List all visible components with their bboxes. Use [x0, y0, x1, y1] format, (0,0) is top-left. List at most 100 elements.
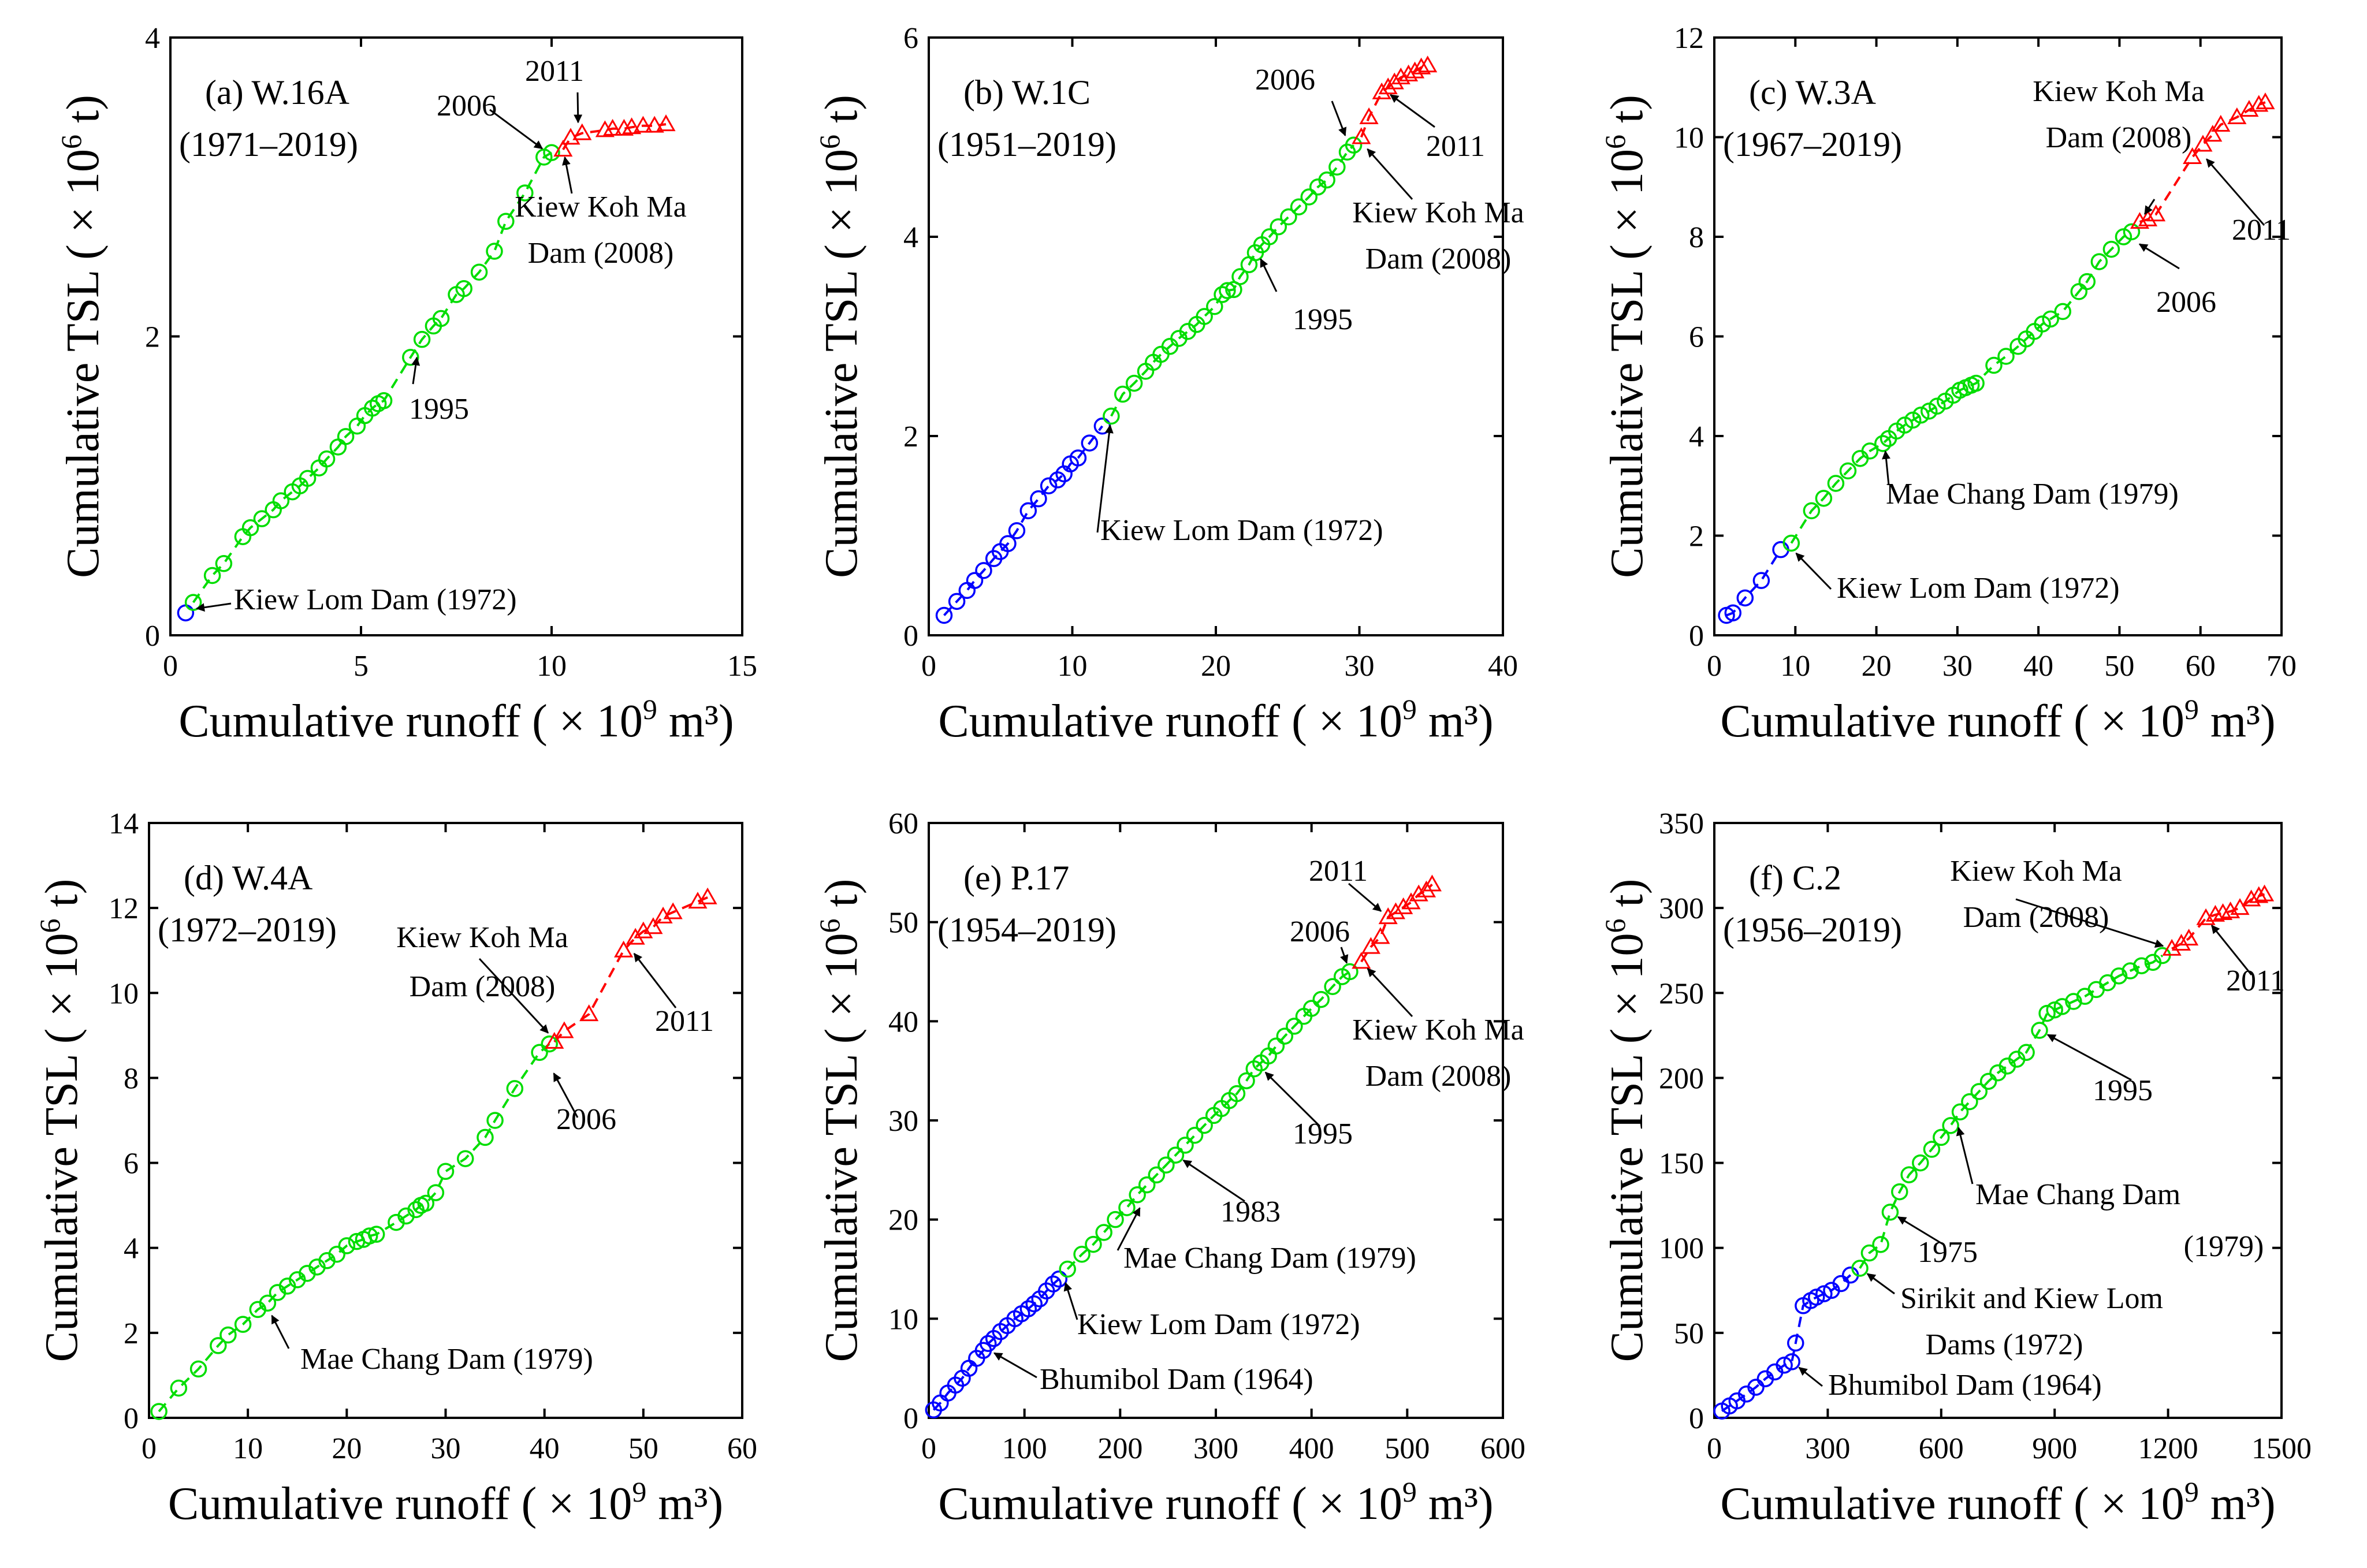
data-point-circle — [456, 1150, 474, 1167]
data-point-circle — [1776, 1357, 1793, 1374]
data-point-triangle — [2171, 933, 2191, 951]
data-point-triangle — [2162, 938, 2182, 956]
x-tick-label: 600 — [1480, 1432, 1525, 1465]
annotation-label: 1995 — [1293, 1118, 1353, 1150]
x-tick-label: 40 — [2023, 650, 2053, 683]
x-tick-label: 70 — [2266, 650, 2297, 683]
y-tick-label: 0 — [1689, 620, 1704, 653]
data-point-triangle — [1391, 67, 1410, 84]
data-point-circle — [1300, 188, 1318, 206]
data-point-circle — [1872, 1236, 1889, 1253]
x-tick-label: 1500 — [2251, 1432, 2312, 1465]
data-point-triangle — [2249, 886, 2269, 903]
annotation-label: Dams (1972) — [1926, 1328, 2083, 1361]
data-point-triangle — [2130, 212, 2150, 229]
data-point-circle — [1044, 1275, 1062, 1293]
x-tick-label: 900 — [2032, 1432, 2077, 1465]
data-point-circle — [1059, 1260, 1076, 1278]
annotation-arrow — [411, 356, 420, 385]
annotation-label: Kiew Lom Dam (1972) — [1837, 572, 2120, 605]
y-tick-label: 8 — [124, 1062, 139, 1095]
data-point-circle — [272, 492, 290, 509]
data-point-circle — [189, 1360, 207, 1378]
data-point-circle — [1069, 449, 1087, 467]
series-trend-line — [1726, 549, 1782, 617]
y-tick-label: 250 — [1659, 977, 1704, 1010]
data-point-circle — [328, 1246, 345, 1263]
panel-subtitle: (1967–2019) — [1723, 125, 1902, 163]
data-point-circle — [375, 392, 393, 409]
annotation-label: 2006 — [2156, 286, 2216, 319]
data-point-circle — [1328, 158, 1346, 176]
data-point-circle — [177, 604, 195, 621]
data-point-circle — [1815, 1285, 1833, 1302]
data-point-circle — [1214, 286, 1231, 303]
annotation-arrow — [1367, 148, 1413, 200]
y-tick-label: 6 — [903, 22, 918, 55]
data-point-circle — [210, 1337, 227, 1354]
data-point-circle — [413, 330, 431, 348]
panel-title: (b) W.1C — [963, 73, 1091, 111]
annotation-label: Sirikit and Kiew Lom — [1900, 1282, 2163, 1315]
data-point-triangle — [1386, 902, 1406, 919]
x-tick-label: 30 — [431, 1432, 461, 1465]
annotation-arrow — [1390, 94, 1435, 128]
data-point-circle — [2046, 1001, 2063, 1019]
data-point-circle — [2122, 962, 2139, 979]
data-point-circle — [1114, 385, 1132, 403]
x-tick-label: 15 — [727, 650, 757, 683]
data-point-circle — [1861, 442, 1879, 460]
x-tick-label: 20 — [332, 1432, 362, 1465]
data-point-circle — [1967, 374, 1985, 392]
panel-title: (d) W.4A — [184, 859, 312, 897]
y-tick-label: 350 — [1659, 807, 1704, 840]
y-tick-label: 2 — [1689, 520, 1704, 553]
data-point-circle — [2090, 253, 2108, 270]
series-trend-line — [1110, 144, 1355, 417]
annotation-arrow — [489, 109, 544, 150]
y-tick-label: 300 — [1659, 892, 1704, 925]
x-tick-label: 0 — [142, 1432, 157, 1465]
annotation-arrow — [271, 1314, 290, 1349]
annotation-arrow — [1260, 258, 1278, 292]
x-tick-label: 0 — [1707, 650, 1722, 683]
data-point-circle — [427, 1184, 445, 1201]
data-point-triangle — [698, 887, 717, 904]
annotation-label: Mae Chang Dam (1979) — [300, 1343, 593, 1376]
data-point-circle — [2038, 1004, 2056, 1022]
data-point-circle — [241, 519, 259, 537]
data-point-circle — [1827, 475, 1845, 492]
y-tick-label: 0 — [124, 1402, 139, 1435]
series-trend-line — [562, 123, 667, 151]
annotation-arrow — [1096, 424, 1114, 533]
data-point-circle — [1107, 1211, 1124, 1228]
y-tick-label: 6 — [124, 1148, 139, 1180]
data-point-triangle — [1352, 127, 1371, 144]
data-point-circle — [348, 418, 366, 435]
data-point-triangle — [1359, 107, 1379, 124]
annotation-label: Kiew Lom Dam (1972) — [1100, 514, 1383, 547]
x-tick-label: 600 — [1919, 1432, 1964, 1465]
data-point-circle — [2078, 273, 2096, 290]
annotation-arrow — [196, 602, 232, 612]
data-point-triangle — [645, 116, 664, 133]
data-point-circle — [1095, 1224, 1112, 1241]
x-tick-label: 40 — [530, 1432, 560, 1465]
panel-title: (f) C.2 — [1749, 859, 1841, 897]
data-point-circle — [1261, 228, 1278, 245]
x-tick-label: 10 — [1780, 650, 1810, 683]
data-point-circle — [1985, 356, 2003, 374]
x-tick-label: 1200 — [2138, 1432, 2198, 1465]
data-point-circle — [497, 213, 515, 230]
annotation-label: Kiew Koh Ma — [1352, 1014, 1524, 1046]
data-point-triangle — [663, 902, 683, 919]
y-tick-label: 0 — [903, 620, 918, 653]
data-point-triangle — [1418, 55, 1438, 73]
annotation-label: Mae Chang Dam — [1975, 1178, 2180, 1211]
data-point-circle — [1881, 1204, 1899, 1221]
data-point-circle — [1839, 462, 1857, 480]
data-point-circle — [958, 582, 976, 599]
x-tick-label: 200 — [1097, 1432, 1142, 1465]
annotation-label: Bhumibol Dam (1964) — [1828, 1369, 2102, 1402]
data-point-triangle — [656, 114, 676, 132]
